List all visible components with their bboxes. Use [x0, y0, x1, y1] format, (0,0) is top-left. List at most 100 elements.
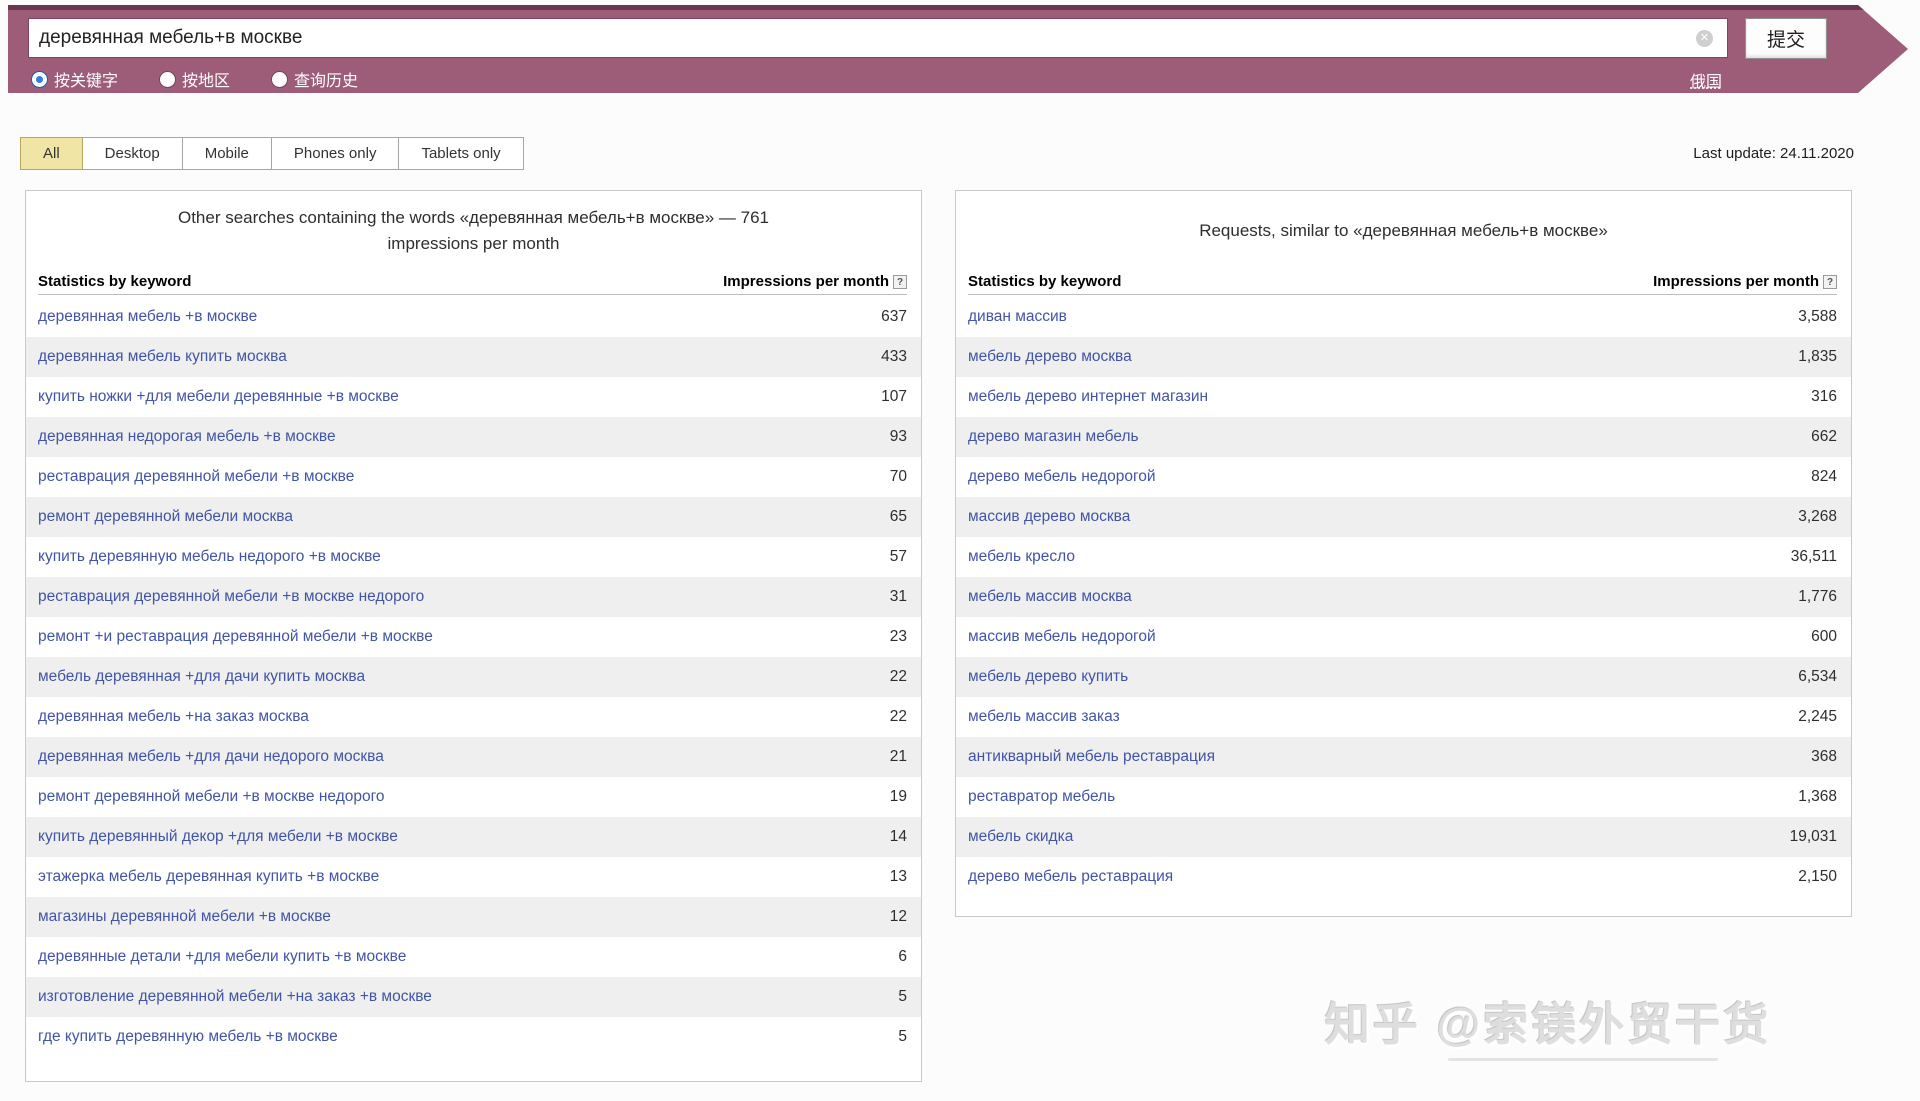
column-header-impressions: Impressions per month [1653, 273, 1819, 290]
table-row: мебель массив москва 1,776 [956, 577, 1851, 617]
keyword-link[interactable]: ремонт деревянной мебели +в москве недор… [38, 788, 385, 805]
table-row: реставрация деревянной мебели +в москве … [26, 577, 921, 617]
impressions-value: 107 [881, 388, 907, 405]
mode-by-keyword[interactable]: 按关键字 [32, 67, 118, 91]
tab-desktop[interactable]: Desktop [82, 137, 183, 170]
table-row: деревянная мебель +для дачи недорого мос… [26, 737, 921, 777]
keyword-link[interactable]: деревянная мебель +для дачи недорого мос… [38, 748, 384, 765]
impressions-value: 368 [1811, 748, 1837, 765]
keyword-link[interactable]: где купить деревянную мебель +в москве [38, 1028, 338, 1045]
impressions-value: 13 [889, 868, 907, 885]
tab-phones-only[interactable]: Phones only [271, 137, 400, 170]
mode-query-history[interactable]: 查询历史 [272, 67, 358, 91]
impressions-value: 65 [889, 508, 907, 525]
column-header-keyword: Statistics by keyword [968, 273, 1122, 290]
keyword-link[interactable]: мебель массив заказ [968, 708, 1120, 725]
keyword-link[interactable]: диван массив [968, 308, 1067, 325]
region-link[interactable]: 俄国 [1690, 74, 1723, 91]
impressions-value: 2,245 [1798, 708, 1837, 725]
column-header-keyword: Statistics by keyword [38, 273, 192, 290]
tab-all[interactable]: All [20, 137, 83, 170]
impressions-value: 3,268 [1798, 508, 1837, 525]
table-row: деревянная мебель +в москве 637 [26, 297, 921, 337]
table-row: деревянная мебель +на заказ москва 22 [26, 697, 921, 737]
help-icon[interactable]: ? [1823, 274, 1837, 289]
keyword-link[interactable]: купить деревянный декор +для мебели +в м… [38, 828, 398, 845]
impressions-value: 22 [889, 668, 907, 685]
radio-selected-icon[interactable] [32, 72, 47, 87]
device-tabs: All Desktop Mobile Phones only Tablets o… [20, 137, 524, 170]
keyword-link[interactable]: деревянная мебель купить москва [38, 348, 287, 365]
submit-button[interactable]: 提交 [1745, 18, 1827, 59]
table-row: массив дерево москва 3,268 [956, 497, 1851, 537]
radio-icon[interactable] [160, 72, 175, 87]
keyword-table-body: деревянная мебель +в москве 637 деревянн… [26, 297, 921, 1057]
table-row: ремонт +и реставрация деревянной мебели … [26, 617, 921, 657]
impressions-value: 23 [889, 628, 907, 645]
table-row: массив мебель недорогой 600 [956, 617, 1851, 657]
keyword-link[interactable]: купить деревянную мебель недорого +в мос… [38, 548, 381, 565]
clear-icon[interactable]: ✕ [1696, 30, 1713, 47]
keyword-link[interactable]: реставратор мебель [968, 788, 1116, 805]
impressions-value: 1,835 [1798, 348, 1837, 365]
table-row: диван массив 3,588 [956, 297, 1851, 337]
keyword-link[interactable]: деревянная мебель +в москве [38, 308, 258, 325]
column-header-impressions: Impressions per month [723, 273, 889, 290]
keyword-link[interactable]: реставрация деревянной мебели +в москве … [38, 588, 425, 605]
keyword-link[interactable]: деревянная недорогая мебель +в москве [38, 428, 336, 445]
impressions-value: 1,368 [1798, 788, 1837, 805]
table-row: мебель деревянная +для дачи купить москв… [26, 657, 921, 697]
table-row: магазины деревянной мебели +в москве 12 [26, 897, 921, 937]
keyword-link[interactable]: массив дерево москва [968, 508, 1131, 525]
mode-query-history-label: 查询历史 [294, 73, 359, 90]
tab-mobile[interactable]: Mobile [182, 137, 272, 170]
impressions-value: 19,031 [1789, 828, 1837, 845]
table-row: деревянная недорогая мебель +в москве 93 [26, 417, 921, 457]
table-row: дерево мебель недорогой 824 [956, 457, 1851, 497]
keyword-link[interactable]: ремонт деревянной мебели москва [38, 508, 293, 525]
tab-tablets-only[interactable]: Tablets only [399, 137, 524, 170]
table-row: антикварный мебель реставрация 368 [956, 737, 1851, 777]
radio-icon[interactable] [272, 72, 287, 87]
keyword-link[interactable]: магазины деревянной мебели +в москве [38, 908, 331, 925]
similar-requests-panel: Requests, similar to «деревянная мебель+… [955, 190, 1852, 917]
table-row: мебель кресло 36,511 [956, 537, 1851, 577]
mode-by-region[interactable]: 按地区 [160, 67, 230, 91]
impressions-value: 6 [898, 948, 907, 965]
keyword-link[interactable]: мебель дерево интернет магазин [968, 388, 1209, 405]
help-icon[interactable]: ? [893, 274, 907, 289]
keyword-link[interactable]: реставрация деревянной мебели +в москве [38, 468, 355, 485]
keyword-link[interactable]: массив мебель недорогой [968, 628, 1156, 645]
keyword-link[interactable]: мебель деревянная +для дачи купить москв… [38, 668, 366, 685]
table-row: купить ножки +для мебели деревянные +в м… [26, 377, 921, 417]
keyword-link[interactable]: антикварный мебель реставрация [968, 748, 1215, 765]
keyword-link[interactable]: мебель кресло [968, 548, 1075, 565]
search-mode-group: 按关键字 按地区 查询历史 [32, 67, 358, 91]
keyword-link[interactable]: дерево мебель недорогой [968, 468, 1156, 485]
table-row: ремонт деревянной мебели +в москве недор… [26, 777, 921, 817]
zhihu-watermark: 知乎 @索镁外贸干货 [1325, 999, 1772, 1050]
impressions-value: 600 [1811, 628, 1837, 645]
keyword-link[interactable]: деревянная мебель +на заказ москва [38, 708, 309, 725]
keyword-link[interactable]: мебель дерево москва [968, 348, 1132, 365]
keyword-link[interactable]: мебель скидка [968, 828, 1074, 845]
table-row: реставратор мебель 1,368 [956, 777, 1851, 817]
last-update-label: Last update: 24.11.2020 [1693, 145, 1854, 162]
table-row: мебель дерево интернет магазин 316 [956, 377, 1851, 417]
search-input[interactable] [28, 18, 1728, 58]
impressions-value: 433 [881, 348, 907, 365]
keyword-link[interactable]: деревянные детали +для мебели купить +в … [38, 948, 407, 965]
keyword-link[interactable]: дерево магазин мебель [968, 428, 1139, 445]
keyword-link[interactable]: ремонт +и реставрация деревянной мебели … [38, 628, 433, 645]
keyword-link[interactable]: дерево мебель реставрация [968, 868, 1174, 885]
keyword-link[interactable]: изготовление деревянной мебели +на заказ… [38, 988, 432, 1005]
table-row: дерево магазин мебель 662 [956, 417, 1851, 457]
table-row: мебель дерево купить 6,534 [956, 657, 1851, 697]
keyword-link[interactable]: купить ножки +для мебели деревянные +в м… [38, 388, 399, 405]
keyword-link[interactable]: этажерка мебель деревянная купить +в мос… [38, 868, 380, 885]
keyword-link[interactable]: мебель массив москва [968, 588, 1132, 605]
keyword-link[interactable]: мебель дерево купить [968, 668, 1129, 685]
mode-by-keyword-label: 按关键字 [54, 73, 119, 90]
impressions-value: 19 [889, 788, 907, 805]
impressions-value: 14 [889, 828, 907, 845]
